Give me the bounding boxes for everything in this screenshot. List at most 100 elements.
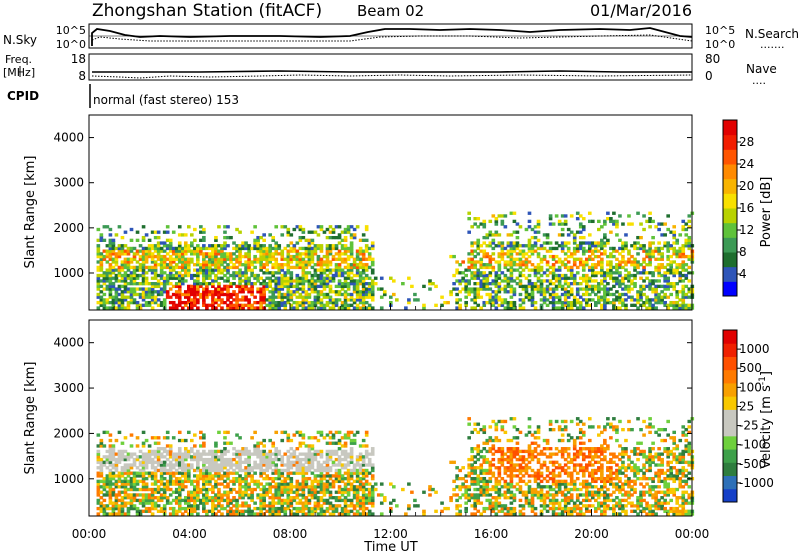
power-cell: [494, 276, 499, 280]
power-cell: [108, 284, 113, 289]
power-cell: [138, 265, 143, 270]
power-cell: [603, 252, 607, 256]
power-cell: [280, 303, 285, 307]
velocity-cell: [174, 471, 179, 475]
power-cell: [654, 298, 658, 302]
velocity-cell: [358, 457, 363, 462]
power-cell: [280, 298, 285, 302]
power-cell: [241, 244, 245, 248]
velocity-cell: [241, 479, 245, 484]
velocity-cell: [268, 466, 273, 470]
power-cell: [165, 252, 170, 256]
power-cell: [286, 298, 291, 302]
power-cell: [509, 279, 514, 283]
velocity-cell: [482, 506, 487, 511]
power-cell: [232, 282, 236, 286]
power-cell: [572, 300, 577, 305]
power-cell: [684, 227, 689, 232]
power-cell: [578, 282, 583, 286]
power-cell: [171, 273, 176, 278]
power-cell: [325, 282, 330, 286]
power-cell: [530, 292, 535, 297]
power-cell: [319, 225, 324, 229]
velocity-cell: [193, 501, 197, 505]
power-cell: [548, 254, 553, 259]
power-cell: [220, 300, 224, 305]
power-cell: [500, 279, 505, 283]
power-cell: [226, 303, 230, 307]
power-cell: [301, 282, 306, 286]
power-cell: [271, 292, 276, 297]
velocity-cell: [211, 501, 215, 505]
power-cell: [636, 290, 640, 294]
power-cell: [500, 252, 505, 256]
velocity-cell: [226, 468, 230, 473]
velocity-cell: [352, 466, 357, 470]
power-cell: [108, 238, 113, 242]
velocity-cell: [268, 485, 273, 489]
power-cell: [205, 265, 209, 270]
power-cell: [307, 300, 312, 305]
power-cell: [295, 254, 300, 259]
velocity-cell: [482, 455, 487, 459]
power-cell: [186, 268, 191, 272]
velocity-cell: [205, 474, 209, 478]
power-cell: [244, 244, 248, 248]
velocity-cell: [301, 433, 306, 437]
velocity-cell: [174, 509, 179, 513]
power-cell: [199, 230, 203, 234]
power-cell: [618, 273, 622, 278]
power-cell: [681, 298, 686, 302]
velocity-cell: [159, 455, 164, 459]
velocity-cell: [171, 463, 176, 467]
power-cell: [202, 298, 206, 302]
velocity-cell: [259, 457, 263, 462]
power-cell: [681, 225, 686, 229]
power-cell: [304, 263, 309, 267]
velocity-cell: [174, 455, 179, 459]
power-cell: [235, 254, 239, 259]
power-cell: [177, 300, 182, 305]
power-cell: [235, 303, 239, 307]
power-cell: [147, 249, 152, 253]
power-cell: [560, 244, 565, 248]
power-cell: [524, 244, 529, 248]
velocity-cell: [208, 482, 212, 486]
velocity-cell: [286, 482, 291, 486]
power-cell: [672, 241, 677, 245]
velocity-cell: [171, 509, 176, 513]
velocity-cell: [129, 506, 134, 511]
power-cell: [654, 279, 658, 283]
power-cell: [156, 249, 161, 253]
power-cell: [684, 292, 689, 297]
power-cell: [503, 290, 508, 294]
velocity-cell: [120, 509, 125, 513]
power-cell: [214, 263, 218, 267]
power-cell: [111, 257, 116, 261]
power-cell: [545, 279, 550, 283]
power-cell: [186, 271, 191, 275]
velocity-cell: [470, 430, 475, 435]
velocity-cell: [304, 466, 309, 470]
power-cell: [518, 273, 523, 278]
power-cell: [183, 252, 188, 256]
power-cell: [153, 271, 158, 275]
power-cell: [301, 265, 306, 270]
velocity-cell: [262, 455, 266, 459]
velocity-cell: [295, 506, 300, 511]
velocity-cell: [367, 452, 372, 456]
power-cell: [147, 238, 152, 242]
velocity-cell: [226, 512, 230, 516]
power-cell: [244, 279, 248, 283]
power-cell: [168, 276, 173, 280]
velocity-cell: [211, 496, 215, 500]
power-cell: [657, 265, 661, 270]
velocity-cell: [289, 471, 294, 475]
power-cell: [518, 279, 523, 283]
power-cell: [578, 241, 583, 245]
power-cell: [298, 225, 303, 229]
power-cell: [548, 265, 553, 270]
power-cell: [648, 279, 652, 283]
power-cell: [96, 246, 101, 251]
power-cell: [259, 290, 263, 294]
